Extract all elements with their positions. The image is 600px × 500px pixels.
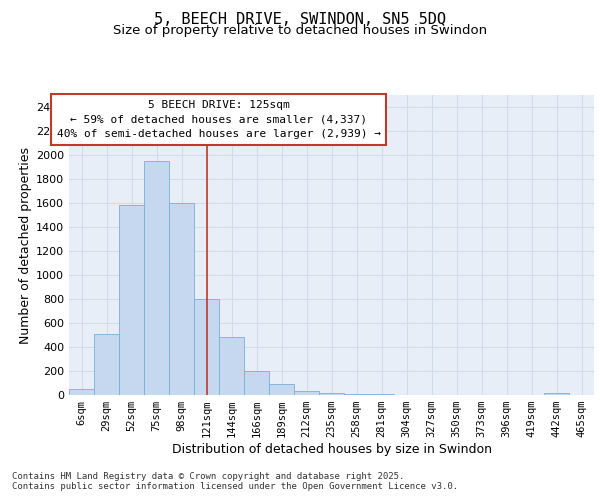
Text: 5, BEECH DRIVE, SWINDON, SN5 5DQ: 5, BEECH DRIVE, SWINDON, SN5 5DQ [154, 12, 446, 28]
Text: 5 BEECH DRIVE: 125sqm
← 59% of detached houses are smaller (4,337)
40% of semi-d: 5 BEECH DRIVE: 125sqm ← 59% of detached … [56, 100, 380, 139]
Bar [244, 371, 269, 395]
Bar [144, 161, 169, 395]
X-axis label: Distribution of detached houses by size in Swindon: Distribution of detached houses by size … [172, 443, 491, 456]
Bar [69, 389, 94, 395]
Y-axis label: Number of detached properties: Number of detached properties [19, 146, 32, 344]
Bar [369, 394, 394, 395]
Text: Contains public sector information licensed under the Open Government Licence v3: Contains public sector information licen… [12, 482, 458, 491]
Bar [319, 392, 344, 395]
Bar [219, 338, 244, 395]
Text: Size of property relative to detached houses in Swindon: Size of property relative to detached ho… [113, 24, 487, 37]
Bar [94, 334, 119, 395]
Bar [294, 391, 319, 395]
Bar [194, 299, 219, 395]
Bar [344, 394, 369, 395]
Text: Contains HM Land Registry data © Crown copyright and database right 2025.: Contains HM Land Registry data © Crown c… [12, 472, 404, 481]
Bar [169, 203, 194, 395]
Bar [269, 384, 294, 395]
Bar [544, 392, 569, 395]
Bar [119, 206, 144, 395]
